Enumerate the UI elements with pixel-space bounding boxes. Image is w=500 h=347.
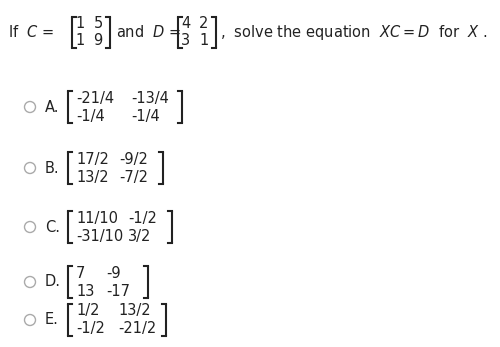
Circle shape (24, 221, 36, 232)
Text: 11/10: 11/10 (76, 211, 118, 226)
Text: -17: -17 (106, 283, 130, 298)
Text: D.: D. (45, 274, 61, 289)
Text: -13/4: -13/4 (131, 91, 169, 105)
Text: C.: C. (45, 220, 60, 235)
Text: 1: 1 (76, 16, 84, 31)
Text: -31/10: -31/10 (76, 229, 123, 244)
Text: 3/2: 3/2 (128, 229, 152, 244)
Text: -1/4: -1/4 (131, 109, 160, 124)
Text: 5: 5 (94, 16, 102, 31)
Text: 1/2: 1/2 (76, 304, 100, 319)
Text: 13/2: 13/2 (118, 304, 150, 319)
Text: A.: A. (45, 100, 60, 115)
Text: B.: B. (45, 161, 60, 176)
Circle shape (24, 314, 36, 325)
Text: 1: 1 (76, 33, 84, 48)
Text: -21/2: -21/2 (118, 322, 156, 337)
Text: -9/2: -9/2 (119, 152, 148, 167)
Text: -1/2: -1/2 (76, 322, 105, 337)
Text: and  $D$ =: and $D$ = (116, 24, 182, 40)
Text: -1/2: -1/2 (128, 211, 157, 226)
Text: 13/2: 13/2 (76, 169, 108, 185)
Text: E.: E. (45, 313, 59, 328)
Circle shape (24, 277, 36, 288)
Text: -1/4: -1/4 (76, 109, 105, 124)
Text: -9: -9 (106, 265, 120, 280)
Text: 1: 1 (200, 33, 208, 48)
Text: 4: 4 (182, 16, 190, 31)
Circle shape (24, 102, 36, 112)
Circle shape (24, 162, 36, 174)
Text: -21/4: -21/4 (76, 91, 114, 105)
Text: 17/2: 17/2 (76, 152, 109, 167)
Text: 13: 13 (76, 283, 94, 298)
Text: 2: 2 (200, 16, 208, 31)
Text: 7: 7 (76, 265, 86, 280)
Text: -7/2: -7/2 (119, 169, 148, 185)
Text: If  $C$ =: If $C$ = (8, 24, 54, 40)
Text: 3: 3 (182, 33, 190, 48)
Text: ,  solve the equation  $XC = D$  for  $X$ .: , solve the equation $XC = D$ for $X$ . (220, 23, 487, 42)
Text: 9: 9 (94, 33, 102, 48)
